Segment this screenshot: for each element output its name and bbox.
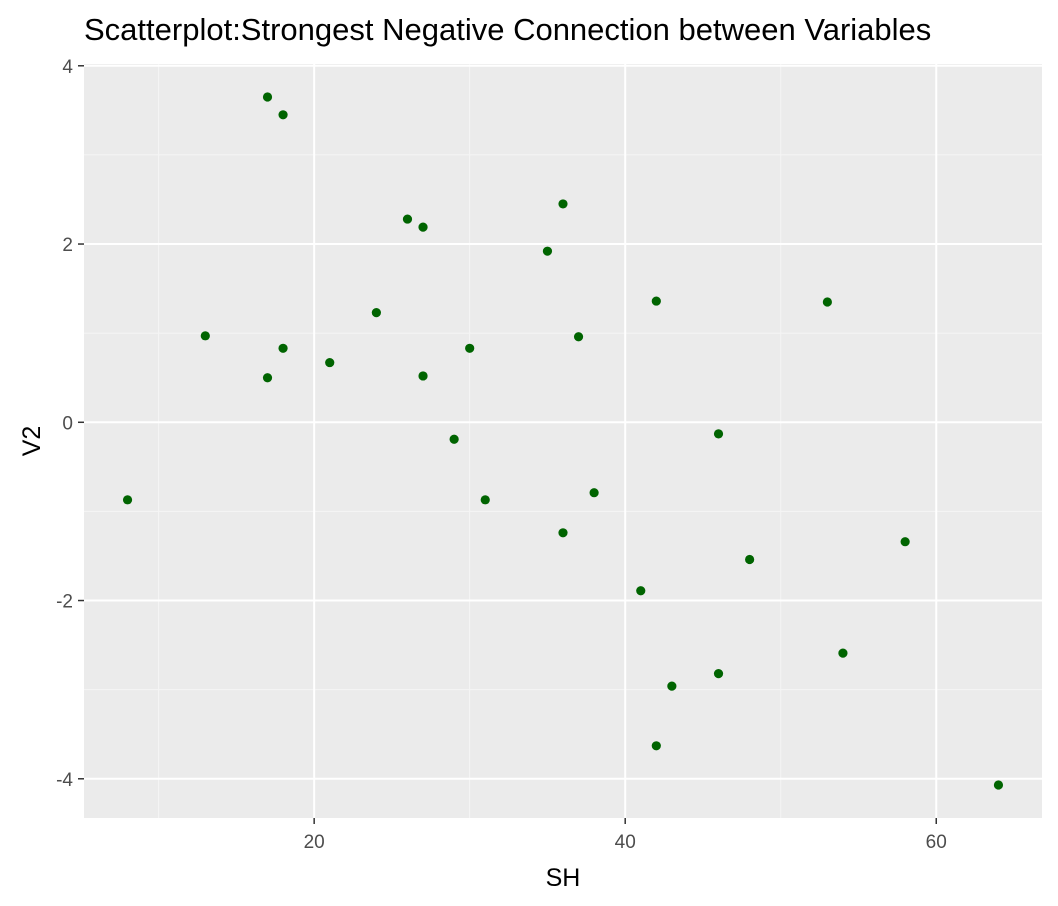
- y-axis: -4 -2 0 2 4: [56, 57, 84, 791]
- plot-panel: [84, 64, 1042, 818]
- data-point: [558, 528, 568, 538]
- x-tick-label: 20: [304, 832, 325, 853]
- y-tick-label: 2: [62, 235, 73, 256]
- y-axis-title: V2: [18, 426, 46, 457]
- x-tick-label: 60: [926, 832, 947, 853]
- y-tick-label: -2: [56, 592, 73, 613]
- data-point: [122, 495, 133, 505]
- data-point: [278, 110, 288, 120]
- data-point: [838, 648, 848, 658]
- minor-gridlines: [84, 64, 1042, 818]
- data-point: [449, 434, 459, 444]
- data-point: [278, 343, 288, 353]
- data-point: [325, 357, 335, 368]
- x-tick-label: 40: [615, 832, 636, 853]
- data-point: [573, 332, 584, 342]
- data-point: [822, 297, 832, 307]
- data-point: [371, 308, 381, 318]
- data-point: [200, 331, 210, 341]
- data-point: [542, 246, 553, 256]
- data-point: [589, 488, 599, 498]
- data-point: [418, 222, 428, 232]
- data-point: [651, 741, 661, 751]
- data-point: [667, 681, 677, 691]
- data-point: [465, 343, 475, 353]
- data-point: [418, 371, 428, 381]
- data-point: [636, 586, 646, 596]
- data-point: [713, 669, 724, 679]
- data-point: [900, 537, 910, 547]
- chart-title: Scatterplot:Strongest Negative Connectio…: [84, 12, 931, 47]
- y-tick-label: -4: [56, 770, 73, 791]
- data-points: [122, 92, 1004, 790]
- x-axis: 20 40 60: [304, 818, 947, 853]
- data-point: [651, 296, 661, 306]
- major-gridlines: [84, 64, 1042, 818]
- data-point: [262, 92, 273, 102]
- data-point: [262, 373, 273, 383]
- data-point: [713, 429, 724, 439]
- x-axis-title: SH: [546, 864, 581, 892]
- data-point: [480, 495, 490, 505]
- data-point: [745, 554, 755, 565]
- y-tick-label: 0: [62, 413, 73, 434]
- data-point: [993, 780, 1004, 790]
- y-tick-label: 4: [62, 57, 73, 78]
- data-point: [558, 199, 568, 209]
- data-point: [402, 214, 413, 224]
